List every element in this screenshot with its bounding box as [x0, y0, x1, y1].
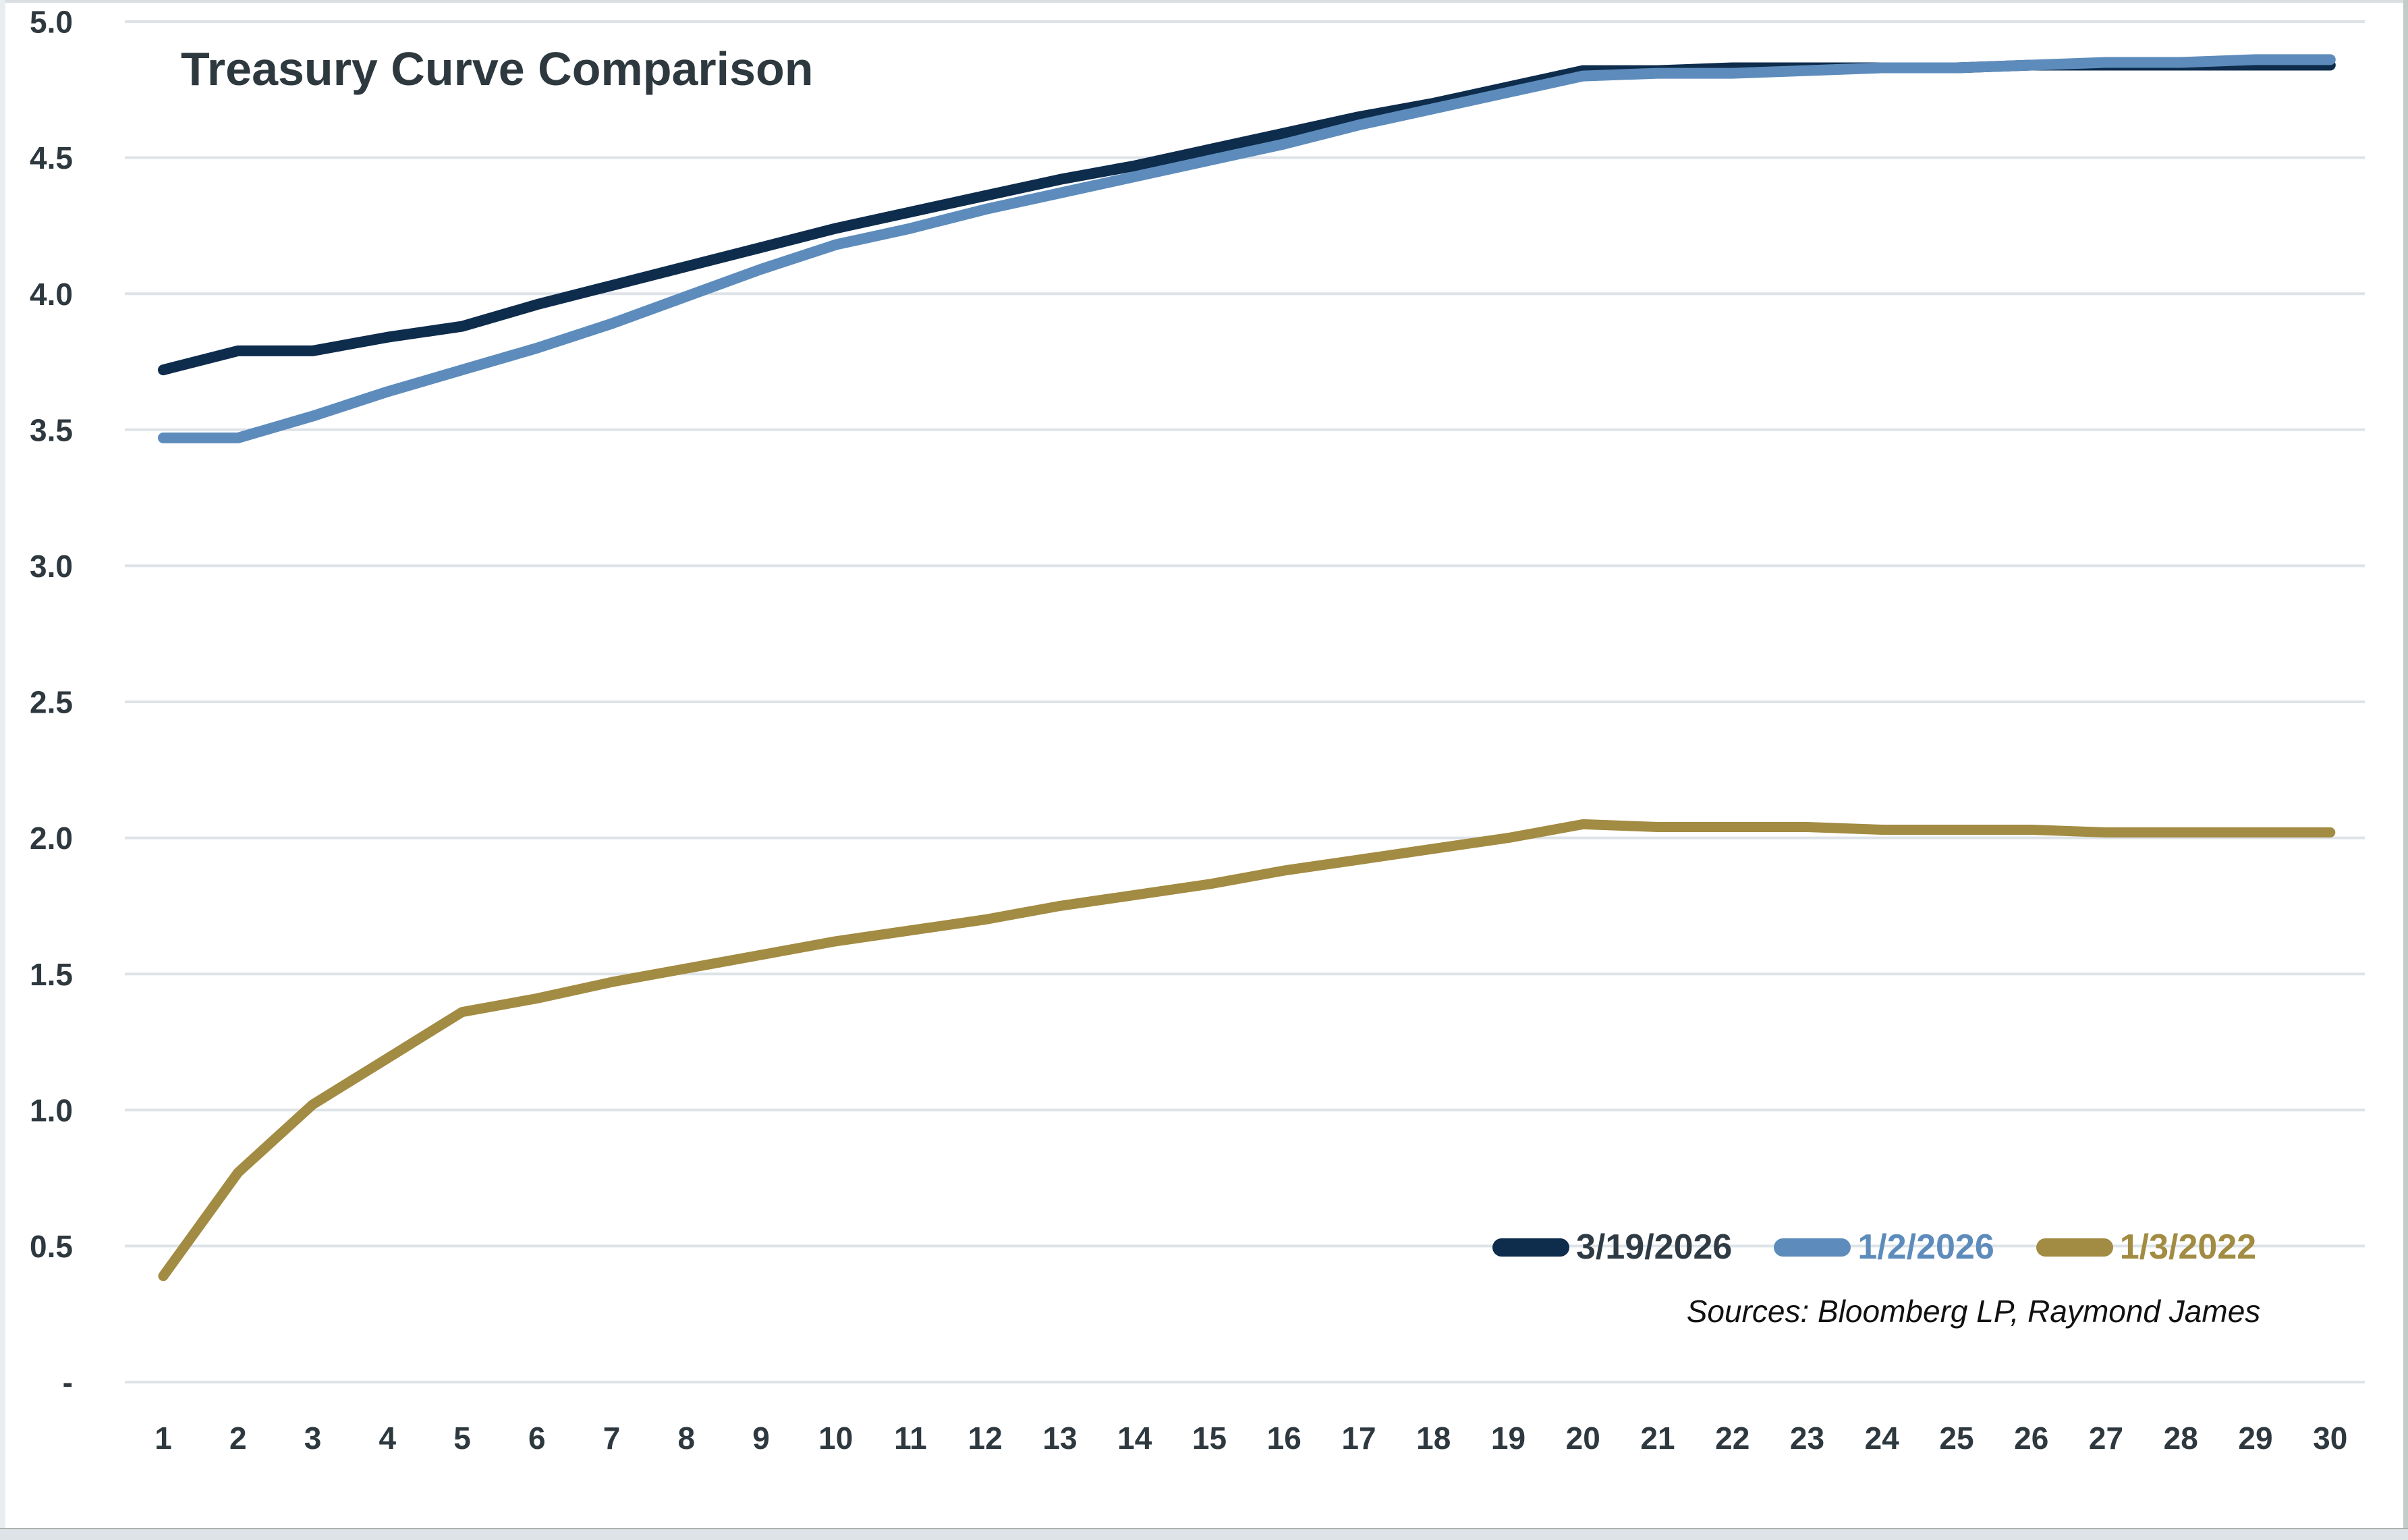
series-line-3-19-2026 [158, 59, 2336, 376]
legend: 3/19/2026 1/2/2026 1/3/2022 [1492, 1227, 2256, 1267]
x-tick-label: 7 [603, 1421, 621, 1456]
page-border-bottom [0, 1528, 2408, 1540]
x-tick-label: 9 [752, 1421, 770, 1456]
gridlines [125, 20, 2365, 1383]
x-tick-label: 8 [677, 1421, 695, 1456]
legend-swatch-3-19-2026 [1492, 1238, 1569, 1257]
x-tick-label: 6 [528, 1421, 546, 1456]
y-tick-label: 2.0 [30, 821, 73, 856]
x-axis-labels: 1 2 3 4 5 6 7 8 9 10 11 12 13 14 15 16 17 18 19 20 21 22 23 24 2… [155, 1421, 2347, 1456]
page-border-top [0, 0, 2408, 3]
y-tick-label: 0.5 [30, 1229, 73, 1264]
y-tick-label: 3.0 [30, 549, 73, 584]
series-lines [158, 54, 2336, 1282]
y-tick-label: 5.0 [30, 5, 73, 40]
x-tick-label: 28 [2164, 1421, 2198, 1456]
page-border-right [2403, 0, 2408, 1540]
x-tick-label: 2 [229, 1421, 247, 1456]
legend-item-1-3-2022: 1/3/2022 [2036, 1227, 2256, 1267]
x-tick-label: 3 [304, 1421, 322, 1456]
x-tick-label: 25 [1939, 1421, 1973, 1456]
y-tick-label: - [63, 1365, 73, 1400]
x-tick-label: 26 [2014, 1421, 2048, 1456]
page-border-left [0, 0, 5, 1540]
x-tick-label: 27 [2089, 1421, 2123, 1456]
x-tick-label: 5 [453, 1421, 471, 1456]
y-tick-label: 2.5 [30, 685, 73, 720]
y-axis-labels: 5.0 4.5 4.0 3.5 3.0 2.5 2.0 1.5 1.0 0.5 - [30, 5, 73, 1400]
y-tick-label: 1.0 [30, 1093, 73, 1128]
x-tick-label: 10 [818, 1421, 853, 1456]
x-tick-label: 22 [1715, 1421, 1749, 1456]
x-tick-label: 18 [1416, 1421, 1451, 1456]
x-tick-label: 16 [1267, 1421, 1301, 1456]
x-tick-label: 19 [1491, 1421, 1525, 1456]
x-tick-label: 4 [379, 1421, 396, 1456]
legend-swatch-1-3-2022 [2036, 1238, 2113, 1257]
legend-swatch-1-2-2026 [1774, 1238, 1851, 1257]
x-tick-label: 29 [2238, 1421, 2272, 1456]
x-tick-label: 12 [968, 1421, 1003, 1456]
legend-label-1-3-2022: 1/3/2022 [2119, 1228, 2257, 1267]
x-tick-label: 23 [1790, 1421, 1824, 1456]
y-tick-label: 4.0 [30, 277, 73, 312]
source-note: Sources: Bloomberg LP, Raymond James [1686, 1294, 2261, 1329]
x-tick-label: 20 [1566, 1421, 1600, 1456]
x-tick-label: 24 [1865, 1421, 1900, 1456]
x-tick-label: 30 [2313, 1421, 2347, 1456]
y-tick-label: 4.5 [30, 140, 73, 175]
chart-title: Treasury Curve Comparison [181, 43, 814, 95]
legend-item-3-19-2026: 3/19/2026 [1492, 1227, 1732, 1267]
x-tick-label: 15 [1192, 1421, 1227, 1456]
x-tick-label: 21 [1640, 1421, 1675, 1456]
x-tick-label: 14 [1117, 1421, 1152, 1456]
legend-item-1-2-2026: 1/2/2026 [1774, 1227, 1994, 1267]
x-tick-label: 17 [1341, 1421, 1376, 1456]
y-tick-label: 1.5 [30, 957, 73, 992]
legend-label-3-19-2026: 3/19/2026 [1576, 1228, 1733, 1267]
x-tick-label: 11 [894, 1421, 927, 1456]
series-line-1-2-2026 [158, 54, 2336, 443]
x-tick-label: 1 [155, 1421, 172, 1456]
y-tick-label: 3.5 [30, 412, 73, 447]
x-tick-label: 13 [1042, 1421, 1077, 1456]
legend-label-1-2-2026: 1/2/2026 [1857, 1228, 1994, 1267]
series-line-1-3-2022 [158, 819, 2336, 1282]
